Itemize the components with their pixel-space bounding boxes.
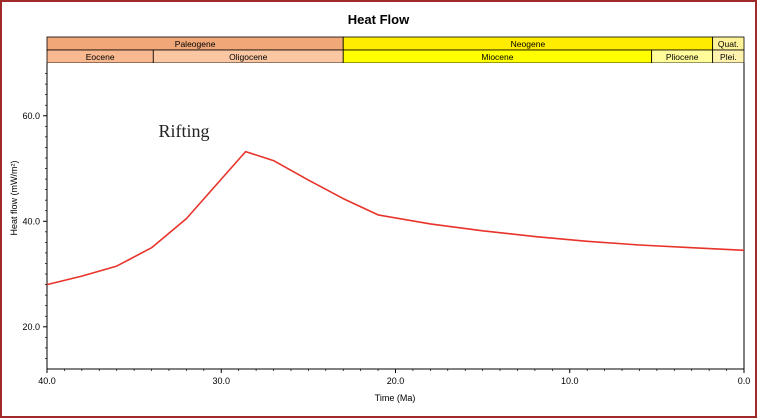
epoch-label: Plei. <box>720 52 737 62</box>
period-label: Paleogene <box>175 39 216 49</box>
period-label: Neogene <box>511 39 546 49</box>
plot-area <box>47 63 744 369</box>
y-axis-label: Heat flow (mW/m²) <box>9 161 19 236</box>
x-tick-label: 0.0 <box>738 376 751 386</box>
rifting-annotation: Rifting <box>159 121 210 141</box>
y-tick-label: 20.0 <box>22 322 40 332</box>
heat-flow-line <box>46 150 745 286</box>
series-group <box>46 150 745 286</box>
chart-title: Heat Flow <box>347 12 410 27</box>
epoch-label: Pliocene <box>666 52 699 62</box>
x-axis-ticks: 40.0 30.0 20.0 10.0 0.0 <box>38 369 750 386</box>
epoch-label: Miocene <box>481 52 513 62</box>
y-axis-ticks: 20.0 40.0 60.0 <box>22 73 47 359</box>
x-tick-label: 30.0 <box>212 376 230 386</box>
x-axis-label: Time (Ma) <box>375 393 416 403</box>
x-tick-label: 40.0 <box>38 376 56 386</box>
x-tick-label: 20.0 <box>387 376 405 386</box>
geologic-time-scale: Paleogene Neogene Quat. Eocene Oligocene Mioc… <box>46 36 745 64</box>
epoch-label: Eocene <box>86 52 115 62</box>
epoch-label: Oligocene <box>229 52 268 62</box>
y-tick-label: 40.0 <box>22 216 40 226</box>
y-tick-label: 60.0 <box>22 111 40 121</box>
x-tick-label: 10.0 <box>561 376 579 386</box>
period-label: Quat. <box>718 39 739 49</box>
